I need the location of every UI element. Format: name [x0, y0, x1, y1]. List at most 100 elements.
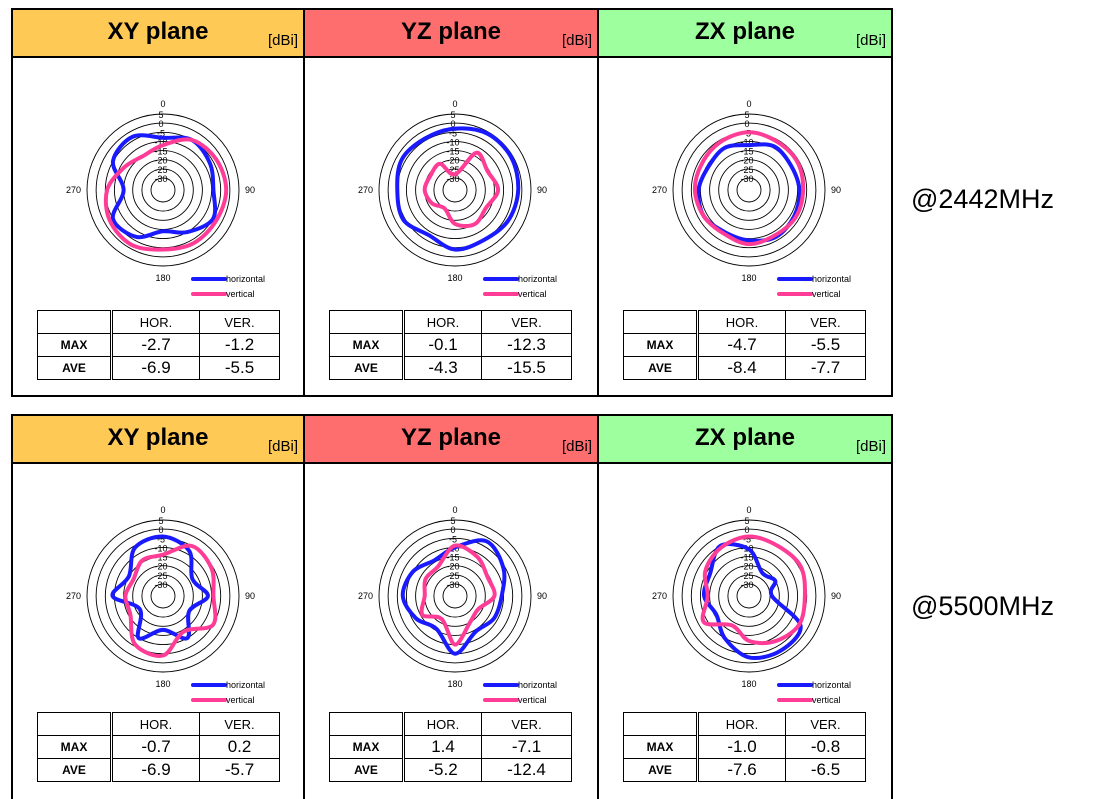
polar-plot: 50-5-10-15-20-25-30090180270horizontalve… [66, 505, 265, 705]
ring-label: 0 [450, 119, 455, 129]
angle-label: 0 [746, 505, 751, 515]
gain-table: HOR. VER. MAX 1.4 -7.1 AVE -5.2 -12.4 [329, 712, 572, 782]
gain-table: HOR. VER. MAX -4.7 -5.5 AVE -8.4 -7.7 [623, 310, 866, 380]
grid-ring [150, 583, 176, 609]
legend-label-vertical: vertical [226, 289, 255, 299]
polar-plot: 50-5-10-15-20-25-30090180270horizontalve… [652, 99, 851, 299]
grid-ring [141, 168, 185, 212]
max-ver-value: -5.5 [785, 333, 866, 357]
legend-label-horizontal: horizontal [518, 680, 557, 690]
ring-label: -30 [446, 580, 459, 590]
grid-ring [681, 122, 817, 258]
angle-label: 270 [66, 591, 81, 601]
grid-ring [405, 140, 505, 240]
grid-ring [387, 122, 523, 258]
ring-label: -15 [446, 553, 459, 563]
ring-label: -20 [740, 562, 753, 572]
max-ver-value: -0.8 [785, 735, 866, 759]
grid-ring [736, 177, 762, 203]
pattern-block-2442: XY plane [dBi] 5 0 -5 -10 -15 -20 -25 -30 0 90 180… [11, 8, 893, 397]
legend-label-vertical: vertical [518, 289, 547, 299]
ver-header: VER. [481, 712, 572, 736]
ring-label: -5 [157, 534, 165, 544]
grid-ring [132, 159, 194, 221]
angle-label: 270 [652, 591, 667, 601]
corner-cell [623, 310, 698, 334]
horizontal-series-line [701, 542, 803, 660]
angle-label: 0 [160, 505, 165, 515]
angle-label: 90 [831, 591, 841, 601]
grid-ring [681, 528, 817, 664]
unit-label: [dBi] [267, 32, 298, 49]
gain-table: HOR. VER. MAX -0.1 -12.3 AVE -4.3 -15.5 [329, 310, 572, 380]
ver-header: VER. [199, 310, 280, 334]
ver-header: VER. [785, 712, 866, 736]
panel-header: YZ plane [dBi] [305, 416, 597, 464]
ring-label: -20 [446, 562, 459, 572]
max-hor-value: -0.7 [109, 735, 201, 759]
corner-cell [623, 712, 698, 736]
corner-cell [329, 712, 404, 736]
grid-ring [141, 574, 185, 618]
grid-ring [709, 150, 789, 230]
grid-ring [718, 565, 780, 627]
angle-label: 270 [652, 185, 667, 195]
polar-plot: 50-5-10-15-20-25-30090180270horizontalve… [652, 505, 851, 705]
ave-label: AVE [329, 356, 404, 380]
grid-ring [433, 574, 477, 618]
grid-ring [86, 113, 240, 267]
ring-label: -25 [154, 571, 167, 581]
ring-label: -15 [446, 147, 459, 157]
hor-header: HOR. [109, 712, 201, 736]
angle-label: 90 [537, 185, 547, 195]
panel-xy-5500: XY plane [dBi] 5 0 -5 -10 -15 -20 -25 -30 0 90 180… [13, 416, 305, 799]
angle-label: 180 [447, 679, 462, 689]
plane-title: YZ plane [400, 424, 502, 451]
ave-ver-value: -5.5 [199, 356, 280, 380]
corner-cell [37, 310, 112, 334]
gain-table: HOR. VER. MAX -0.7 0.2 AVE -6.9 -5.7 [37, 712, 280, 782]
angle-label: 180 [155, 679, 170, 689]
grid-ring [132, 565, 194, 627]
ring-label: -5 [449, 534, 457, 544]
horizontal-series-line [395, 126, 521, 252]
unit-label: [dBi] [855, 438, 886, 455]
vertical-series-line [692, 130, 806, 247]
panel-header: XY plane [dBi] [13, 416, 303, 464]
legend-label-vertical: vertical [518, 695, 547, 705]
ring-label: -10 [446, 137, 459, 147]
ring-label: -30 [154, 580, 167, 590]
corner-cell [37, 712, 112, 736]
angle-label: 0 [160, 99, 165, 109]
ring-label: -10 [154, 543, 167, 553]
grid-ring [736, 583, 762, 609]
ave-label: AVE [623, 758, 698, 782]
angle-label: 90 [831, 185, 841, 195]
ave-label: AVE [623, 356, 698, 380]
ring-label: 5 [744, 110, 749, 120]
angle-label: 270 [358, 591, 373, 601]
ring-label: -20 [154, 156, 167, 166]
ring-label: -15 [154, 553, 167, 563]
plane-title: ZX plane [694, 18, 796, 45]
ring-label: -15 [154, 147, 167, 157]
ring-label: -20 [740, 156, 753, 166]
grid-ring [95, 528, 231, 664]
ring-label: -25 [446, 571, 459, 581]
max-hor-value: -1.0 [695, 735, 787, 759]
ave-hor-value: -6.9 [109, 356, 201, 380]
panel-yz-5500: YZ plane [dBi] 5 0 -5 -10 -15 -20 -25 -30 0 90 180… [305, 416, 599, 799]
grid-ring [672, 113, 826, 267]
grid-ring [378, 519, 532, 673]
hor-header: HOR. [695, 310, 787, 334]
ring-label: -5 [743, 534, 751, 544]
legend-label-vertical: vertical [812, 695, 841, 705]
frequency-label-5500: @5500MHz [911, 591, 1054, 621]
ave-hor-value: -6.9 [109, 758, 201, 782]
ring-label: 5 [450, 110, 455, 120]
hor-header: HOR. [109, 310, 201, 334]
ring-label: -25 [740, 165, 753, 175]
polar-plot: 50-5-10-15-20-25-30090180270horizontalve… [66, 99, 265, 299]
ave-hor-value: -8.4 [695, 356, 787, 380]
ave-ver-value: -15.5 [481, 356, 572, 380]
